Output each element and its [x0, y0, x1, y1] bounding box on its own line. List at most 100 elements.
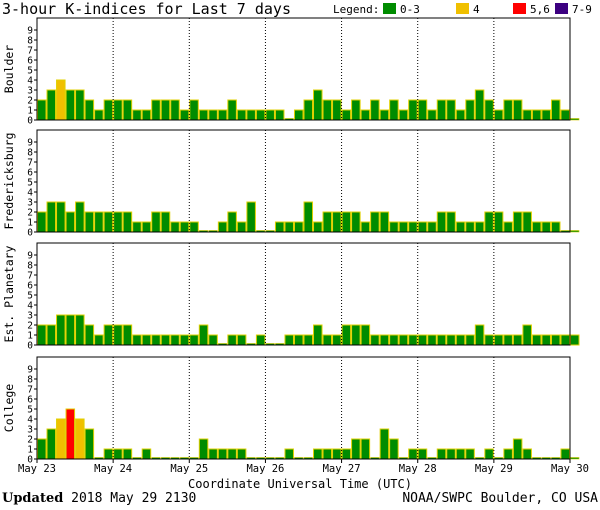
y-tick-label: 3	[27, 311, 33, 322]
y-tick-label: 1	[27, 331, 33, 342]
bar	[113, 448, 123, 460]
bar	[236, 448, 247, 460]
bar	[512, 334, 523, 346]
bar	[436, 211, 447, 233]
bar	[503, 334, 513, 346]
bar	[427, 109, 437, 121]
bar	[236, 334, 247, 346]
bar	[151, 211, 161, 233]
bar	[560, 334, 570, 346]
y-tick-label: 8	[27, 261, 33, 272]
bar	[503, 448, 513, 460]
bar	[46, 324, 57, 346]
bar	[179, 334, 190, 346]
bar	[274, 221, 285, 233]
bar	[284, 448, 294, 460]
bar	[341, 109, 352, 121]
updated-label: Updated	[2, 491, 64, 506]
bar	[531, 109, 542, 121]
bar	[113, 99, 123, 121]
panel-label: Fredericksburg	[2, 133, 16, 230]
bar	[332, 334, 342, 346]
bar	[436, 99, 447, 121]
y-tick-label: 3	[27, 198, 33, 209]
bar	[227, 448, 237, 460]
bar	[541, 109, 551, 121]
bar	[570, 230, 580, 233]
bar	[313, 324, 323, 346]
y-tick-label: 6	[27, 56, 33, 67]
bar	[65, 408, 76, 460]
bar	[265, 109, 275, 121]
bar	[313, 89, 323, 121]
y-tick-label: 8	[27, 36, 33, 47]
bar	[94, 334, 104, 346]
bar	[255, 109, 266, 121]
y-tick-label: 9	[27, 365, 33, 376]
y-tick-label: 4	[27, 301, 33, 312]
bar	[408, 221, 418, 233]
bar	[474, 89, 485, 121]
legend-swatch-7-9	[555, 3, 568, 14]
bar	[512, 438, 523, 460]
bar	[293, 221, 304, 233]
bar	[189, 221, 199, 233]
bar	[103, 448, 114, 460]
bar	[160, 99, 171, 121]
bar	[503, 221, 513, 233]
bar	[246, 109, 256, 121]
bar	[455, 448, 466, 460]
bar	[141, 334, 152, 346]
bar	[493, 211, 504, 233]
y-tick-label: 7	[27, 158, 33, 169]
y-tick-label: 5	[27, 291, 33, 302]
y-tick-label: 8	[27, 375, 33, 386]
x-tick-label: May 29	[475, 463, 513, 475]
bar	[417, 448, 428, 460]
y-tick-label: 0	[27, 455, 33, 466]
bar	[217, 109, 228, 121]
bar	[503, 99, 513, 121]
bar	[465, 221, 475, 233]
bar	[351, 324, 361, 346]
bar	[493, 334, 504, 346]
bar	[408, 334, 418, 346]
y-tick-label: 2	[27, 435, 33, 446]
y-tick-label: 5	[27, 405, 33, 416]
bar	[198, 438, 209, 460]
bar	[236, 109, 247, 121]
bar	[75, 89, 85, 121]
bar	[284, 221, 294, 233]
bar	[293, 109, 304, 121]
x-tick-label: May 23	[18, 463, 56, 475]
panel-frame	[36, 17, 571, 121]
bar	[417, 221, 428, 233]
bar	[189, 334, 199, 346]
bar	[37, 99, 47, 121]
bar	[84, 324, 95, 346]
y-tick-label: 4	[27, 76, 33, 87]
y-tick-label: 0	[27, 228, 33, 239]
bar	[455, 109, 466, 121]
bar	[474, 324, 485, 346]
bar	[122, 211, 133, 233]
bar	[417, 99, 428, 121]
bar	[94, 211, 104, 233]
bar	[160, 334, 171, 346]
bar	[398, 221, 409, 233]
bar	[65, 89, 76, 121]
x-tick-label: May 24	[94, 463, 132, 475]
bar	[46, 89, 57, 121]
bar	[541, 221, 551, 233]
bar	[179, 221, 190, 233]
bar	[56, 314, 66, 346]
bar	[56, 79, 66, 121]
bar	[322, 99, 333, 121]
bar	[570, 118, 580, 121]
bar	[446, 99, 456, 121]
bar	[103, 211, 114, 233]
bar	[122, 99, 133, 121]
bar	[332, 99, 342, 121]
